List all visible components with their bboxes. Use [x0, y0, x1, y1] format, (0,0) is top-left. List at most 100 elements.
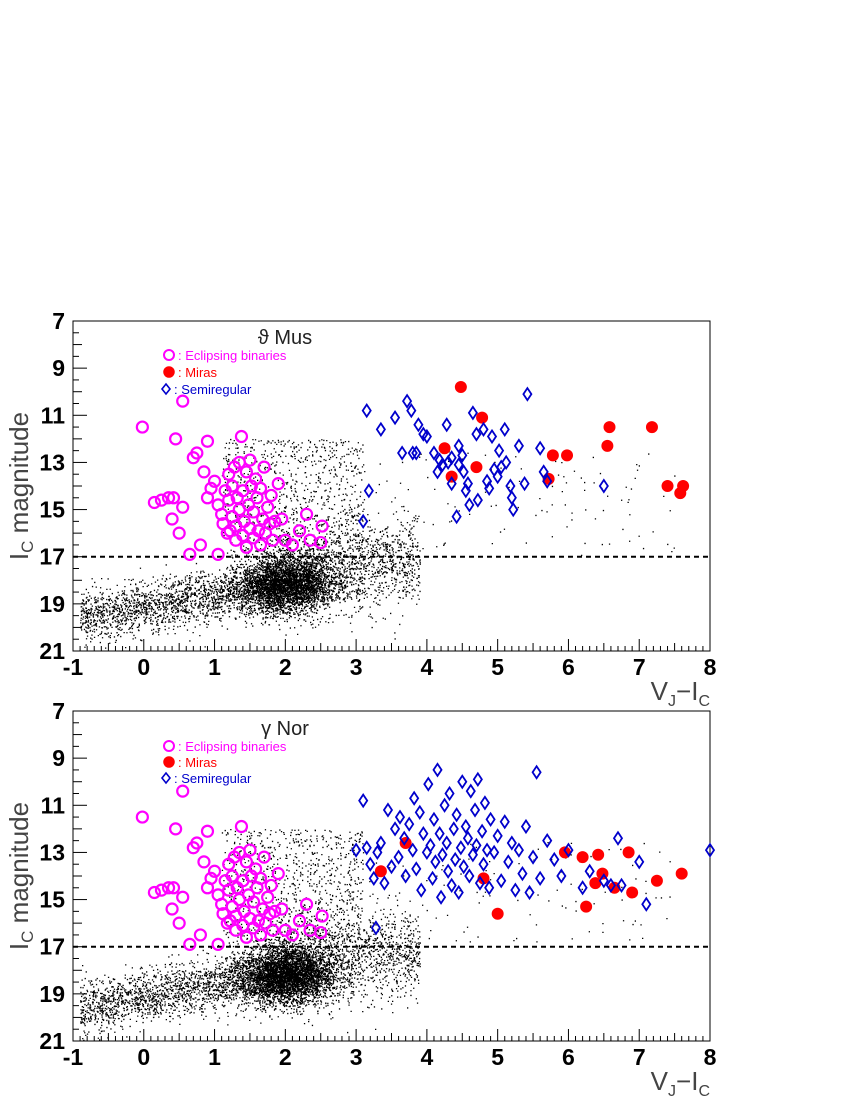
y-tick-label: 7	[52, 698, 65, 724]
eclipsing-binary-point	[183, 547, 197, 561]
x-axis-title: VJ−IC	[651, 1066, 710, 1100]
eclipsing-binary-point	[176, 784, 190, 798]
semiregular-point	[605, 877, 616, 894]
semiregular-point	[506, 835, 517, 851]
semiregular-point	[481, 473, 493, 489]
semiregular-point	[358, 792, 369, 809]
semiregular-point	[370, 920, 382, 936]
semiregular-point	[441, 417, 452, 433]
eclipsing-binary-point	[251, 914, 266, 928]
semiregular-point	[499, 814, 510, 830]
semiregular-point	[368, 870, 379, 886]
eclipsing-binary-point	[135, 420, 149, 434]
eclipsing-binary-point	[292, 524, 307, 538]
y-tick-label: 7	[52, 308, 65, 334]
semiregular-point	[471, 426, 482, 442]
semiregular-point	[407, 445, 418, 461]
semiregular-point	[365, 856, 376, 872]
eclipsing-binary-point	[253, 481, 268, 495]
legend-semiregular-marker	[160, 771, 172, 785]
eclipsing-binary-point	[200, 434, 215, 448]
legend-semiregular-marker	[160, 382, 172, 396]
semiregular-point	[441, 835, 452, 851]
variable-stars	[135, 762, 716, 951]
eclipsing-binary-point	[176, 500, 190, 514]
x-tick-label: 0	[137, 654, 150, 680]
semiregular-point	[411, 445, 422, 461]
semiregular-point	[443, 863, 454, 879]
semiregular-point	[389, 410, 401, 426]
semiregular-point	[428, 445, 440, 461]
semiregular-point	[451, 807, 462, 823]
legend-eclipsing-marker	[163, 740, 175, 752]
eclipsing-binary-point	[275, 512, 289, 526]
semiregular-point	[492, 468, 503, 485]
eclipsing-binary-point	[261, 890, 275, 904]
eclipsing-binary-point	[264, 488, 278, 503]
semiregular-point	[471, 837, 482, 853]
semiregular-point	[477, 823, 488, 839]
eclipsing-binary-point	[275, 902, 289, 916]
semiregular-point	[446, 476, 457, 492]
semiregular-point	[382, 802, 394, 818]
y-tick-label: 21	[39, 638, 65, 664]
mira-point	[661, 480, 674, 492]
semiregular-point	[510, 882, 521, 898]
semiregular-point	[501, 454, 512, 471]
eclipsing-binary-point	[176, 890, 190, 904]
eclipsing-binary-point	[161, 491, 176, 505]
semiregular-point	[499, 421, 510, 438]
x-tick-label: 5	[491, 1044, 504, 1070]
eclipsing-binary-point	[268, 904, 282, 918]
eclipsing-binary-point	[261, 500, 275, 514]
eclipsing-binary-point	[314, 535, 328, 550]
semiregular-point	[465, 783, 476, 799]
eclipsing-binary-point	[197, 465, 211, 479]
eclipsing-binary-point	[220, 526, 234, 540]
panel-gamma-nor: -1 0 1 2 3 4 5 6 7 8 7 9 11 13 15 17 19 21 γ Nor : Eclips…	[4, 698, 717, 1100]
legend-semiregular-label: : Semiregular	[174, 382, 252, 397]
semiregular-point	[496, 873, 507, 889]
y-axis-title: IC magnitude	[4, 412, 37, 560]
eclipsing-binary-point	[193, 538, 207, 552]
semiregular-point	[430, 854, 441, 870]
eclipsing-binary-point	[239, 930, 254, 944]
eclipsing-binary-point	[220, 916, 234, 930]
series-semiregular	[358, 386, 609, 529]
semiregular-point	[418, 825, 429, 842]
semiregular-point	[457, 774, 468, 790]
series-eclipsing-binaries	[135, 394, 329, 561]
mira-point	[491, 907, 504, 920]
semiregular-point	[479, 795, 491, 811]
x-tick-label: 2	[279, 1044, 292, 1070]
mira-point	[675, 867, 688, 880]
semiregular-point	[372, 844, 383, 861]
mira-point	[470, 461, 483, 474]
semiregular-point	[446, 877, 457, 894]
semiregular-point	[453, 438, 464, 454]
semiregular-point	[448, 821, 459, 837]
eclipsing-binary-point	[299, 897, 314, 911]
legend-miras-marker	[163, 756, 175, 768]
x-tick-label: 3	[350, 1044, 363, 1070]
y-tick-label: 11	[41, 792, 66, 818]
semiregular-point	[462, 476, 474, 492]
eclipsing-binary-point	[204, 871, 218, 885]
semiregular-point	[520, 818, 532, 835]
semiregular-point	[401, 393, 413, 409]
series-miras	[374, 837, 688, 920]
legend-miras-label: : Miras	[178, 365, 218, 380]
eclipsing-binary-point	[315, 909, 329, 923]
semiregular-point	[399, 830, 410, 846]
x-tick-label: 4	[420, 654, 433, 680]
semiregular-point	[542, 833, 553, 849]
semiregular-point	[413, 417, 424, 433]
eclipsing-binary-point	[166, 491, 181, 505]
eclipsing-binary-point	[265, 923, 280, 937]
panel-title: ϑ Mus	[258, 327, 312, 349]
semiregular-point	[522, 386, 533, 402]
semiregular-point	[538, 464, 549, 480]
semiregular-point	[460, 818, 471, 835]
y-tick-label: 15	[39, 497, 65, 523]
semiregular-point	[361, 402, 372, 419]
